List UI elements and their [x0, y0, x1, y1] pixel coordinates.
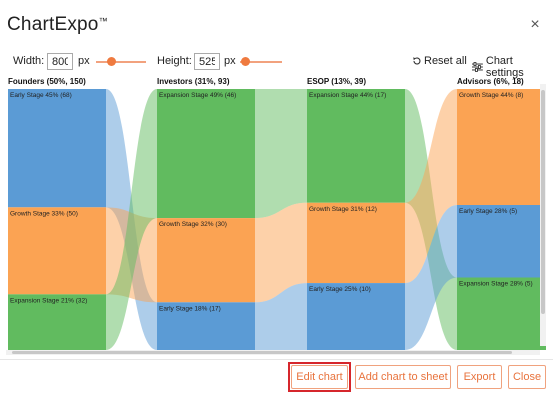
sankey-node-label: Early Stage 28% (5)	[459, 208, 517, 215]
vertical-scrollbar[interactable]	[540, 84, 546, 346]
sankey-node-label: Expansion Stage 44% (17)	[309, 92, 386, 99]
sankey-link	[405, 205, 457, 350]
close-button[interactable]: Close	[508, 365, 546, 389]
sankey-link	[255, 89, 307, 219]
reset-icon	[413, 57, 421, 65]
sankey-svg: Early Stage 45% (68) Growth Stage 33% (50…	[8, 77, 546, 350]
sankey-node-label: Expansion Stage 49% (46)	[159, 92, 236, 99]
sankey-node	[157, 302, 255, 350]
width-unit: px	[78, 55, 90, 67]
height-slider-handle[interactable]	[241, 57, 250, 66]
size-controls: Width: px Height: px Reset all	[0, 52, 553, 79]
sankey-node	[307, 89, 405, 203]
trademark-symbol: ™	[98, 16, 108, 26]
height-input[interactable]	[194, 53, 220, 70]
sankey-node	[457, 277, 546, 350]
sankey-link	[255, 202, 307, 303]
sankey-node	[8, 89, 106, 208]
sankey-node-label: Early Stage 25% (10)	[309, 286, 371, 293]
add-chart-to-sheet-button[interactable]: Add chart to sheet	[355, 365, 451, 389]
dialog-title: ChartExpo™	[7, 14, 108, 36]
chart-settings-button[interactable]: Chart settings	[472, 55, 553, 79]
width-label: Width:	[13, 55, 45, 67]
sankey-node-label: Growth Stage 33% (50)	[10, 210, 78, 217]
chart-settings-label: Chart settings	[485, 55, 524, 79]
width-slider-track[interactable]	[96, 61, 146, 63]
sankey-node-label: Early Stage 18% (17)	[159, 305, 221, 312]
sankey-node-label: Early Stage 45% (68)	[10, 92, 72, 99]
sankey-column-header: Investors (31%, 93)	[157, 77, 230, 86]
sankey-node	[307, 202, 405, 284]
close-icon[interactable]: ×	[530, 16, 540, 33]
footer-divider	[0, 359, 553, 360]
sankey-node-label: Growth Stage 32% (30)	[159, 221, 227, 228]
sankey-node	[457, 89, 546, 205]
sliders-icon	[472, 62, 483, 72]
export-button[interactable]: Export	[457, 365, 502, 389]
sankey-node	[157, 218, 255, 303]
dialog-title-text: ChartExpo	[7, 14, 99, 35]
sankey-node	[8, 294, 106, 350]
reset-all-button[interactable]: Reset all	[412, 55, 467, 67]
sankey-column-header: Advisors (6%, 18)	[457, 77, 524, 86]
sankey-node	[307, 283, 405, 350]
horizontal-scrollbar-thumb[interactable]	[12, 351, 512, 354]
sankey-column-header: ESOP (13%, 39)	[307, 77, 366, 86]
horizontal-scrollbar[interactable]	[6, 350, 540, 355]
sankey-link	[106, 89, 157, 350]
sankey-node-label: Growth Stage 31% (12)	[309, 206, 377, 213]
sankey-node-label: Expansion Stage 28% (5)	[459, 281, 533, 288]
sankey-node-label: Expansion Stage 21% (32)	[10, 297, 87, 304]
vertical-scrollbar-thumb[interactable]	[541, 90, 545, 314]
width-input[interactable]	[47, 53, 73, 70]
height-unit: px	[224, 55, 236, 67]
sankey-node	[157, 89, 255, 219]
height-label: Height:	[157, 55, 192, 67]
height-slider-track[interactable]	[240, 61, 282, 63]
sankey-node-label: Growth Stage 44% (8)	[459, 92, 523, 99]
sankey-node	[8, 207, 106, 295]
sankey-chart: Early Stage 45% (68) Growth Stage 33% (50…	[6, 76, 546, 356]
sankey-link	[405, 89, 457, 284]
reset-all-label: Reset all	[424, 55, 467, 67]
sankey-link	[255, 283, 307, 350]
width-slider-handle[interactable]	[107, 57, 116, 66]
sankey-node	[457, 205, 546, 278]
edit-chart-button[interactable]: Edit chart	[291, 365, 348, 389]
edit-chart-highlight	[288, 362, 351, 392]
sankey-column-header: Founders (50%, 150)	[8, 77, 86, 86]
